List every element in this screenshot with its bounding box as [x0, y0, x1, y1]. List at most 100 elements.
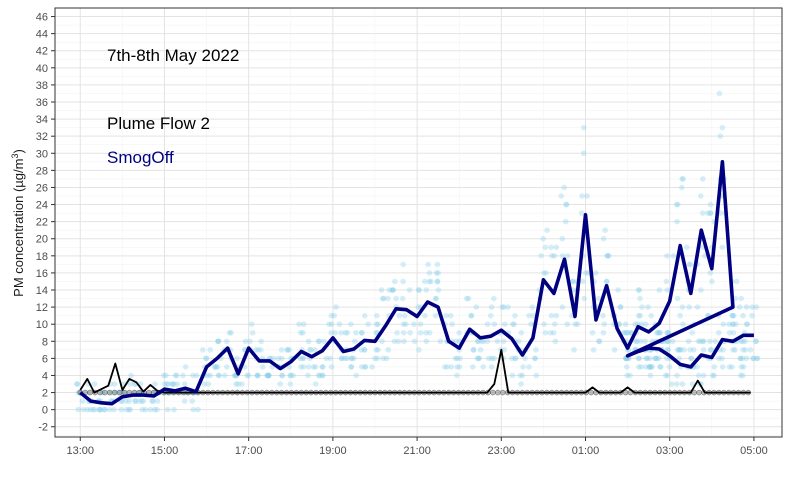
smogoff-point — [653, 355, 660, 362]
smogoff-point — [737, 372, 744, 379]
smogoff-point — [305, 338, 312, 345]
smogoff-point — [221, 372, 228, 379]
smogoff-point — [699, 210, 706, 216]
smogoff-point — [501, 304, 507, 310]
smogoff-point — [400, 329, 407, 336]
smogoff-point — [601, 321, 608, 327]
smogoff-point — [358, 329, 365, 336]
smogoff-point — [226, 329, 233, 336]
y-tick-label: 22 — [36, 217, 48, 229]
reference-point — [500, 389, 506, 396]
smogoff-point — [319, 364, 325, 370]
y-tick-label: 4 — [42, 370, 48, 382]
smogoff-point — [637, 312, 643, 319]
smogoff-point — [456, 329, 462, 336]
smogoff-point — [443, 312, 449, 319]
reference-point — [107, 389, 113, 396]
smogoff-point — [284, 347, 291, 353]
smogoff-point — [128, 372, 134, 379]
smogoff-point — [489, 355, 495, 362]
smogoff-point — [617, 304, 624, 310]
smogoff-point — [425, 261, 431, 268]
smogoff-point — [716, 90, 723, 97]
smogoff-point — [582, 270, 589, 276]
smogoff-point — [753, 338, 759, 345]
smogoff-point — [511, 321, 517, 327]
smogoff-point — [579, 193, 585, 199]
smogoff-point — [707, 210, 714, 216]
smogoff-point — [362, 364, 368, 370]
smogoff-point — [361, 312, 368, 319]
smogoff-point — [365, 321, 371, 327]
smogoff-point — [235, 381, 242, 387]
y-tick-label: 36 — [36, 97, 48, 109]
smogoff-point — [686, 261, 693, 268]
smogoff-point — [319, 372, 326, 379]
smogoff-point — [477, 347, 484, 353]
smogoff-point — [449, 321, 455, 327]
smogoff-point — [532, 355, 538, 362]
smogoff-point — [561, 184, 567, 191]
smogoff-point — [244, 372, 250, 379]
smogoff-line — [79, 160, 754, 406]
smogoff-point — [600, 235, 607, 242]
smogoff-point — [275, 355, 282, 362]
smogoff-point — [726, 329, 733, 336]
smogoff-point — [602, 227, 609, 233]
smogoff-point — [572, 321, 579, 327]
smogoff-point — [726, 321, 732, 327]
smogoff-point — [605, 253, 612, 259]
smogoff-point — [342, 355, 348, 362]
smogoff-point — [434, 278, 441, 285]
smogoff-point — [719, 244, 726, 251]
smogoff-point — [730, 347, 736, 353]
smogoff-point — [518, 329, 525, 336]
smogoff-point — [265, 372, 272, 379]
smogoff-point — [265, 372, 272, 379]
smogoff-point — [476, 355, 482, 362]
smogoff-point — [332, 329, 338, 336]
smogoff-point — [432, 312, 439, 319]
y-tick-label: 38 — [36, 80, 48, 92]
smogoff-point — [327, 355, 334, 362]
smogoff-point — [320, 364, 326, 370]
smogoff-point — [662, 372, 669, 379]
smogoff-point — [361, 347, 368, 353]
smogoff-point — [679, 176, 686, 182]
smogoff-point — [491, 355, 497, 362]
smogoff-point — [426, 329, 433, 336]
smogoff-point — [101, 406, 108, 413]
smogoff-point — [637, 295, 643, 302]
smogoff-point — [279, 372, 285, 379]
smogoff-point — [509, 372, 516, 379]
smogoff-point — [715, 329, 722, 336]
smogoff-point — [353, 372, 360, 379]
smogoff-point — [428, 278, 434, 285]
smogoff-point — [540, 235, 546, 242]
smogoff-point — [677, 347, 683, 353]
smogoff-point — [298, 364, 304, 370]
smogoff-point — [540, 270, 547, 276]
smogoff-point — [379, 295, 386, 302]
smogoff-point — [623, 364, 630, 370]
smogoff-point — [720, 347, 726, 353]
smogoff-point — [396, 312, 403, 319]
smogoff-point — [207, 372, 213, 379]
reference-point — [87, 389, 93, 396]
smogoff-point — [476, 355, 482, 362]
smogoff-point — [707, 270, 714, 276]
smogoff-point — [669, 338, 676, 345]
smogoff-point — [674, 218, 680, 225]
smogoff-point — [248, 321, 255, 327]
smogoff-point — [666, 364, 673, 370]
smogoff-point — [139, 406, 146, 413]
smogoff-point — [300, 364, 307, 370]
smogoff-point — [470, 347, 477, 353]
smogoff-point — [620, 329, 627, 336]
smogoff-point — [203, 355, 209, 362]
smogoff-point — [636, 287, 643, 293]
smogoff-point — [182, 364, 189, 370]
smogoff-point — [91, 381, 98, 387]
smogoff-point — [223, 338, 230, 345]
